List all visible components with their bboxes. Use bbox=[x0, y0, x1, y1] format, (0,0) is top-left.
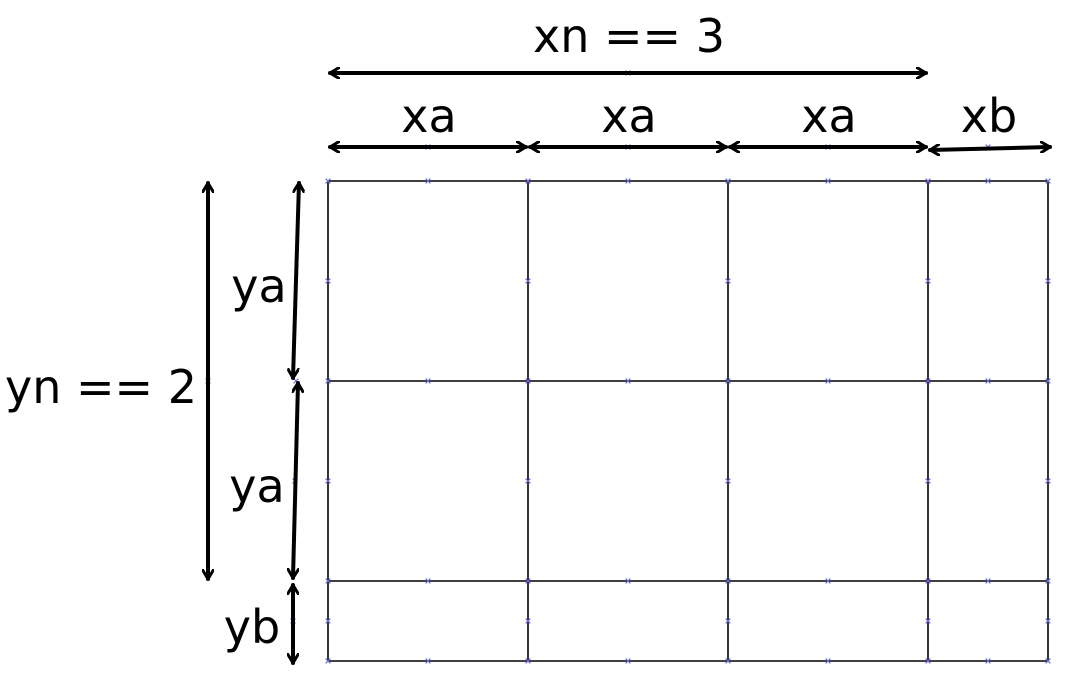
node-marker bbox=[725, 378, 731, 384]
node-marker bbox=[325, 578, 331, 584]
node-marker bbox=[625, 178, 631, 184]
node-marker bbox=[1045, 618, 1051, 624]
node-marker bbox=[525, 378, 531, 384]
node-marker bbox=[1045, 658, 1051, 664]
node-marker bbox=[925, 578, 931, 584]
node-marker bbox=[625, 578, 631, 584]
node-marker bbox=[325, 378, 331, 384]
node-marker bbox=[425, 178, 431, 184]
node-marker bbox=[1045, 478, 1051, 484]
node-marker bbox=[525, 278, 531, 284]
node-marker bbox=[525, 478, 531, 484]
node-marker bbox=[425, 658, 431, 664]
node-marker bbox=[725, 178, 731, 184]
node-marker bbox=[1045, 278, 1051, 284]
node-marker bbox=[825, 378, 831, 384]
node-marker bbox=[625, 658, 631, 664]
node-marker bbox=[825, 178, 831, 184]
node-marker bbox=[985, 378, 991, 384]
node-marker bbox=[985, 658, 991, 664]
yb-label: yb bbox=[224, 600, 280, 654]
node-marker bbox=[325, 618, 331, 624]
node-marker bbox=[725, 478, 731, 484]
xb-label: xb bbox=[961, 89, 1017, 143]
node-marker bbox=[925, 178, 931, 184]
node-marker bbox=[525, 178, 531, 184]
node-marker bbox=[925, 618, 931, 624]
node-marker bbox=[825, 578, 831, 584]
node-marker bbox=[425, 378, 431, 384]
node-marker bbox=[425, 578, 431, 584]
xb-arrow bbox=[928, 147, 1052, 150]
node-marker bbox=[725, 578, 731, 584]
ya-label-2: ya bbox=[229, 459, 284, 513]
node-marker bbox=[725, 658, 731, 664]
ya-arrow-2 bbox=[293, 381, 298, 580]
node-marker bbox=[725, 618, 731, 624]
node-marker bbox=[525, 578, 531, 584]
node-marker bbox=[985, 178, 991, 184]
vertical-dimensions bbox=[208, 181, 299, 665]
node-marker bbox=[325, 658, 331, 664]
node-marker bbox=[925, 378, 931, 384]
node-marker bbox=[625, 378, 631, 384]
node-marker bbox=[325, 178, 331, 184]
horizontal-dimensions bbox=[328, 73, 1052, 150]
node-marker bbox=[1045, 378, 1051, 384]
node-marker bbox=[925, 278, 931, 284]
ya-label-1: ya bbox=[231, 259, 286, 313]
grid bbox=[327, 180, 1049, 662]
node-marker bbox=[525, 618, 531, 624]
node-marker bbox=[1045, 578, 1051, 584]
xa-label-2: xa bbox=[601, 89, 656, 143]
node-marker bbox=[825, 658, 831, 664]
node-marker bbox=[525, 658, 531, 664]
xn-label: xn == 3 bbox=[533, 9, 725, 63]
node-marker bbox=[725, 278, 731, 284]
dimension-labels: xn == 3 xa xa xa xb yn == 2 ya ya yb bbox=[5, 9, 1017, 654]
node-marker bbox=[325, 478, 331, 484]
yn-label: yn == 2 bbox=[5, 360, 197, 414]
node-markers bbox=[205, 70, 1051, 664]
node-marker bbox=[925, 658, 931, 664]
node-marker bbox=[1045, 178, 1051, 184]
xa-label-1: xa bbox=[401, 89, 456, 143]
ya-arrow-1 bbox=[293, 181, 299, 380]
node-marker bbox=[985, 578, 991, 584]
node-marker bbox=[325, 278, 331, 284]
xa-label-3: xa bbox=[801, 89, 856, 143]
node-marker bbox=[925, 478, 931, 484]
